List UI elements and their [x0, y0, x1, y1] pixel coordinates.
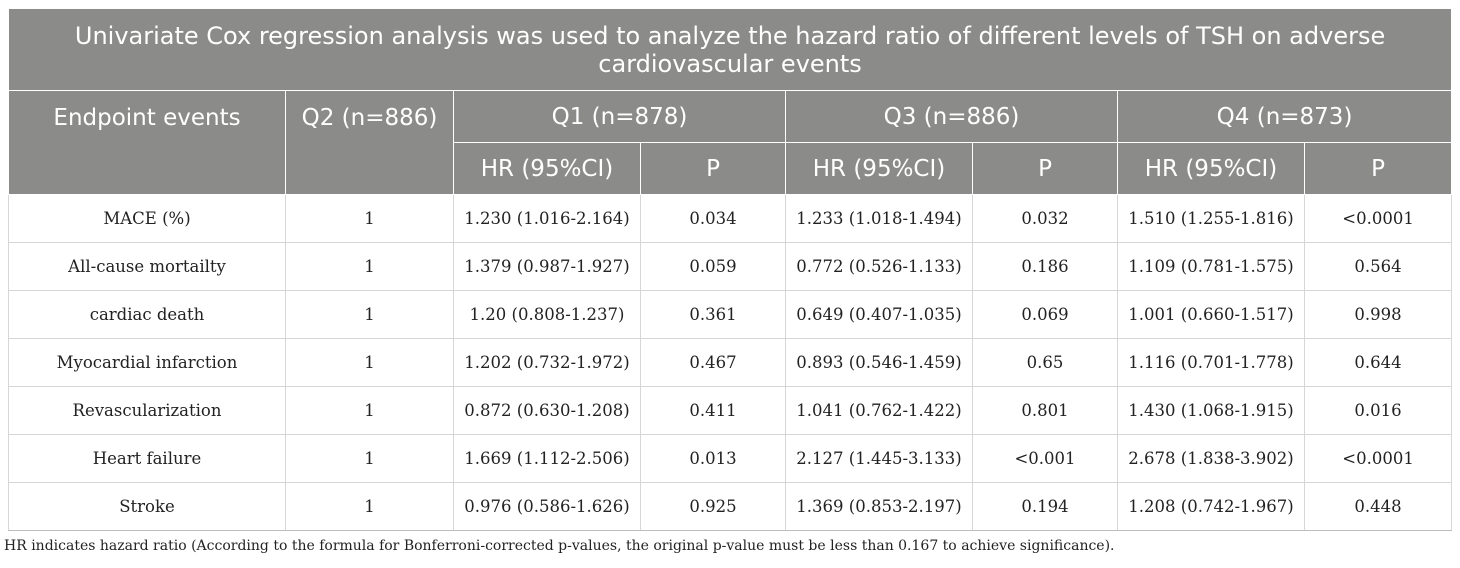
cell-q2: 1	[285, 482, 454, 531]
header-q1: Q1 (n=878)	[453, 90, 786, 143]
cell-q4-hr: 1.116 (0.701-1.778)	[1117, 338, 1305, 387]
cell-q4-p: 0.998	[1303, 290, 1453, 339]
cell-q2: 1	[285, 338, 454, 387]
cell-q2: 1	[285, 386, 454, 435]
table-row: All-cause mortailty 1 1.379 (0.987-1.927) 0…	[8, 242, 1453, 291]
sub-header-row: HR (95%CI) P HR (95%CI) P HR (95%CI) P	[9, 142, 1453, 195]
cell-q2: 1	[285, 242, 454, 291]
cell-q1-hr: 1.202 (0.732-1.972)	[453, 338, 641, 387]
cell-q1-p: 0.059	[640, 242, 786, 291]
header-q4-hr: HR (95%CI)	[1117, 142, 1305, 195]
cell-q4-hr: 1.430 (1.068-1.915)	[1117, 386, 1305, 435]
cell-q4-p: <0.0001	[1303, 194, 1453, 243]
header-q3-p: P	[972, 142, 1118, 195]
cell-q1-p: 0.411	[640, 386, 786, 435]
cell-q3-p: <0.001	[972, 434, 1118, 483]
table-row: cardiac death 1 1.20 (0.808-1.237) 0.361 0.6…	[8, 290, 1453, 339]
cell-q3-p: 0.194	[972, 482, 1118, 531]
cox-regression-table: Univariate Cox regression analysis was u…	[7, 8, 1453, 531]
cell-q1-hr: 0.976 (0.586-1.626)	[453, 482, 641, 531]
cell-q1-hr: 1.20 (0.808-1.237)	[453, 290, 641, 339]
cell-event: Revascularization	[8, 386, 286, 435]
cell-q1-hr: 1.669 (1.112-2.506)	[453, 434, 641, 483]
table-title: Univariate Cox regression analysis was u…	[7, 8, 1453, 91]
cell-q4-p: 0.644	[1303, 338, 1453, 387]
cell-q4-hr: 1.208 (0.742-1.967)	[1117, 482, 1305, 531]
table-row: Stroke 1 0.976 (0.586-1.626) 0.925 1.369 (0.…	[8, 482, 1453, 531]
table-body: MACE (%) 1 1.230 (1.016-2.164) 0.034 1.233 (…	[8, 194, 1453, 531]
header-q3-hr: HR (95%CI)	[785, 142, 973, 195]
cell-q3-p: 0.65	[972, 338, 1118, 387]
header-q4: Q4 (n=873)	[1116, 90, 1453, 143]
header-q2: Q2 (n=886)	[285, 90, 454, 195]
cell-q3-hr: 0.772 (0.526-1.133)	[785, 242, 973, 291]
cell-q1-p: 0.467	[640, 338, 786, 387]
header-q4-p: P	[1303, 142, 1453, 195]
table-row: Revascularization 1 0.872 (0.630-1.208) 0.4…	[8, 386, 1453, 435]
cell-q1-p: 0.361	[640, 290, 786, 339]
cell-q3-hr: 1.369 (0.853-2.197)	[785, 482, 973, 531]
group-header-row: Endpoint events Q2 (n=886) Q1 (n=878) Q3…	[8, 90, 1453, 195]
cell-q4-hr: 1.109 (0.781-1.575)	[1117, 242, 1305, 291]
cell-q3-hr: 1.041 (0.762-1.422)	[785, 386, 973, 435]
cell-q1-hr: 1.230 (1.016-2.164)	[453, 194, 641, 243]
cell-event: Stroke	[8, 482, 286, 531]
cell-q4-p: 0.016	[1303, 386, 1453, 435]
cell-q2: 1	[285, 290, 454, 339]
cell-q3-hr: 2.127 (1.445-3.133)	[785, 434, 973, 483]
cell-q1-p: 0.925	[640, 482, 786, 531]
cell-event: Heart failure	[8, 434, 286, 483]
cell-q1-hr: 0.872 (0.630-1.208)	[453, 386, 641, 435]
cell-q3-p: 0.032	[972, 194, 1118, 243]
cell-q4-p: 0.564	[1303, 242, 1453, 291]
cell-q3-hr: 1.233 (1.018-1.494)	[785, 194, 973, 243]
cell-q4-hr: 2.678 (1.838-3.902)	[1117, 434, 1305, 483]
cell-q3-p: 0.186	[972, 242, 1118, 291]
table-row: Myocardial infarction 1 1.202 (0.732-1.972…	[8, 338, 1453, 387]
header-q1-hr: HR (95%CI)	[453, 142, 641, 195]
header-q3: Q3 (n=886)	[785, 90, 1118, 143]
cell-event: All-cause mortailty	[8, 242, 286, 291]
table-row: MACE (%) 1 1.230 (1.016-2.164) 0.034 1.233 (…	[8, 194, 1453, 243]
cell-q3-hr: 0.649 (0.407-1.035)	[785, 290, 973, 339]
header-endpoint-events: Endpoint events	[8, 90, 286, 195]
cell-q1-hr: 1.379 (0.987-1.927)	[453, 242, 641, 291]
cell-event: Myocardial infarction	[8, 338, 286, 387]
cell-q3-p: 0.801	[972, 386, 1118, 435]
cell-q1-p: 0.013	[640, 434, 786, 483]
results-table-container: Univariate Cox regression analysis was u…	[7, 8, 1453, 531]
table-row: Heart failure 1 1.669 (1.112-2.506) 0.013 2.…	[8, 434, 1453, 483]
cell-q4-hr: 1.510 (1.255-1.816)	[1117, 194, 1305, 243]
cell-q3-p: 0.069	[972, 290, 1118, 339]
table-title-row: Univariate Cox regression analysis was u…	[7, 8, 1453, 91]
cell-event: MACE (%)	[8, 194, 286, 243]
cell-q1-p: 0.034	[640, 194, 786, 243]
cell-q4-p: <0.0001	[1303, 434, 1453, 483]
cell-q2: 1	[285, 434, 454, 483]
table-footnote: HR indicates hazard ratio (According to …	[4, 538, 1115, 554]
cell-q2: 1	[285, 194, 454, 243]
cell-q3-hr: 0.893 (0.546-1.459)	[785, 338, 973, 387]
cell-event: cardiac death	[8, 290, 286, 339]
cell-q4-p: 0.448	[1303, 482, 1453, 531]
header-q1-p: P	[640, 142, 786, 195]
cell-q4-hr: 1.001 (0.660-1.517)	[1117, 290, 1305, 339]
